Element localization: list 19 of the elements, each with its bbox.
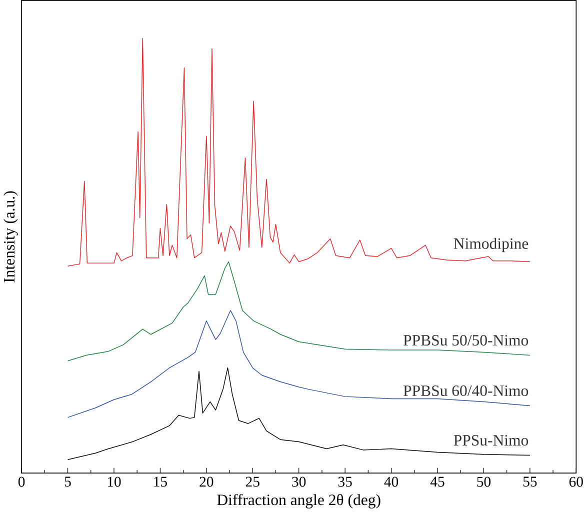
x-tick-label: 55 — [523, 476, 537, 487]
x-tick-label: 10 — [108, 476, 121, 487]
x-tick-label: 40 — [384, 476, 398, 487]
x-tick-label: 60 — [569, 476, 583, 487]
x-tick-label: 50 — [477, 476, 491, 487]
x-tick-label: 30 — [292, 476, 306, 487]
x-tick-label: 45 — [430, 476, 444, 487]
x-tick-label: 15 — [154, 476, 167, 487]
series-label: Nimodipine — [454, 238, 528, 252]
series-label: PPBSu 60/40-Nimo — [403, 385, 528, 396]
series-label: PPBSu 50/50-Nimo — [403, 334, 528, 346]
x-tick-label: 0 — [18, 476, 25, 487]
x-tick-label: 25 — [246, 476, 260, 487]
y-axis-title: Intensity (a.u.) — [4, 191, 18, 282]
x-tick-label: 35 — [338, 476, 352, 487]
x-tick-label: 5 — [64, 476, 71, 487]
x-axis-title: Diffraction angle 2θ (deg) — [217, 494, 380, 508]
series-label: PPSu-Nimo — [454, 435, 528, 446]
x-tick-label: 20 — [200, 476, 214, 487]
